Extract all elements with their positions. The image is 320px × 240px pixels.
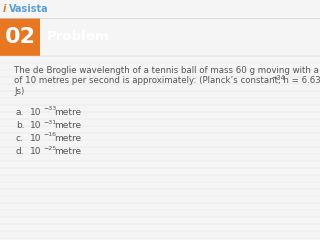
Text: −25: −25 (43, 145, 56, 150)
Text: −31: −31 (43, 120, 56, 125)
Text: c.: c. (16, 134, 24, 143)
Text: 10: 10 (30, 147, 42, 156)
Bar (0, 18, 40, 56)
Text: i: i (3, 4, 7, 14)
Text: of 10 metres per second is approximately: (Planck’s constant, h = 6.63 x 10: of 10 metres per second is approximately… (14, 76, 320, 85)
Text: metre: metre (54, 121, 81, 130)
Text: metre: metre (54, 108, 81, 117)
Text: a.: a. (16, 108, 24, 117)
Text: metre: metre (54, 147, 81, 156)
Text: Problem: Problem (46, 30, 109, 43)
Text: 10: 10 (30, 134, 42, 143)
Text: 10: 10 (30, 121, 42, 130)
Text: 02: 02 (4, 27, 36, 47)
Text: −34: −34 (271, 74, 285, 80)
Text: Vasista: Vasista (9, 4, 49, 14)
Text: Js): Js) (14, 87, 24, 96)
Text: The de Broglie wavelength of a tennis ball of mass 60 g moving with a velocity: The de Broglie wavelength of a tennis ba… (14, 66, 320, 75)
Text: −33: −33 (43, 107, 56, 112)
Text: d.: d. (16, 147, 25, 156)
Text: 10: 10 (30, 108, 42, 117)
Text: −16: −16 (43, 132, 56, 138)
Text: b.: b. (16, 121, 25, 130)
Text: metre: metre (54, 134, 81, 143)
